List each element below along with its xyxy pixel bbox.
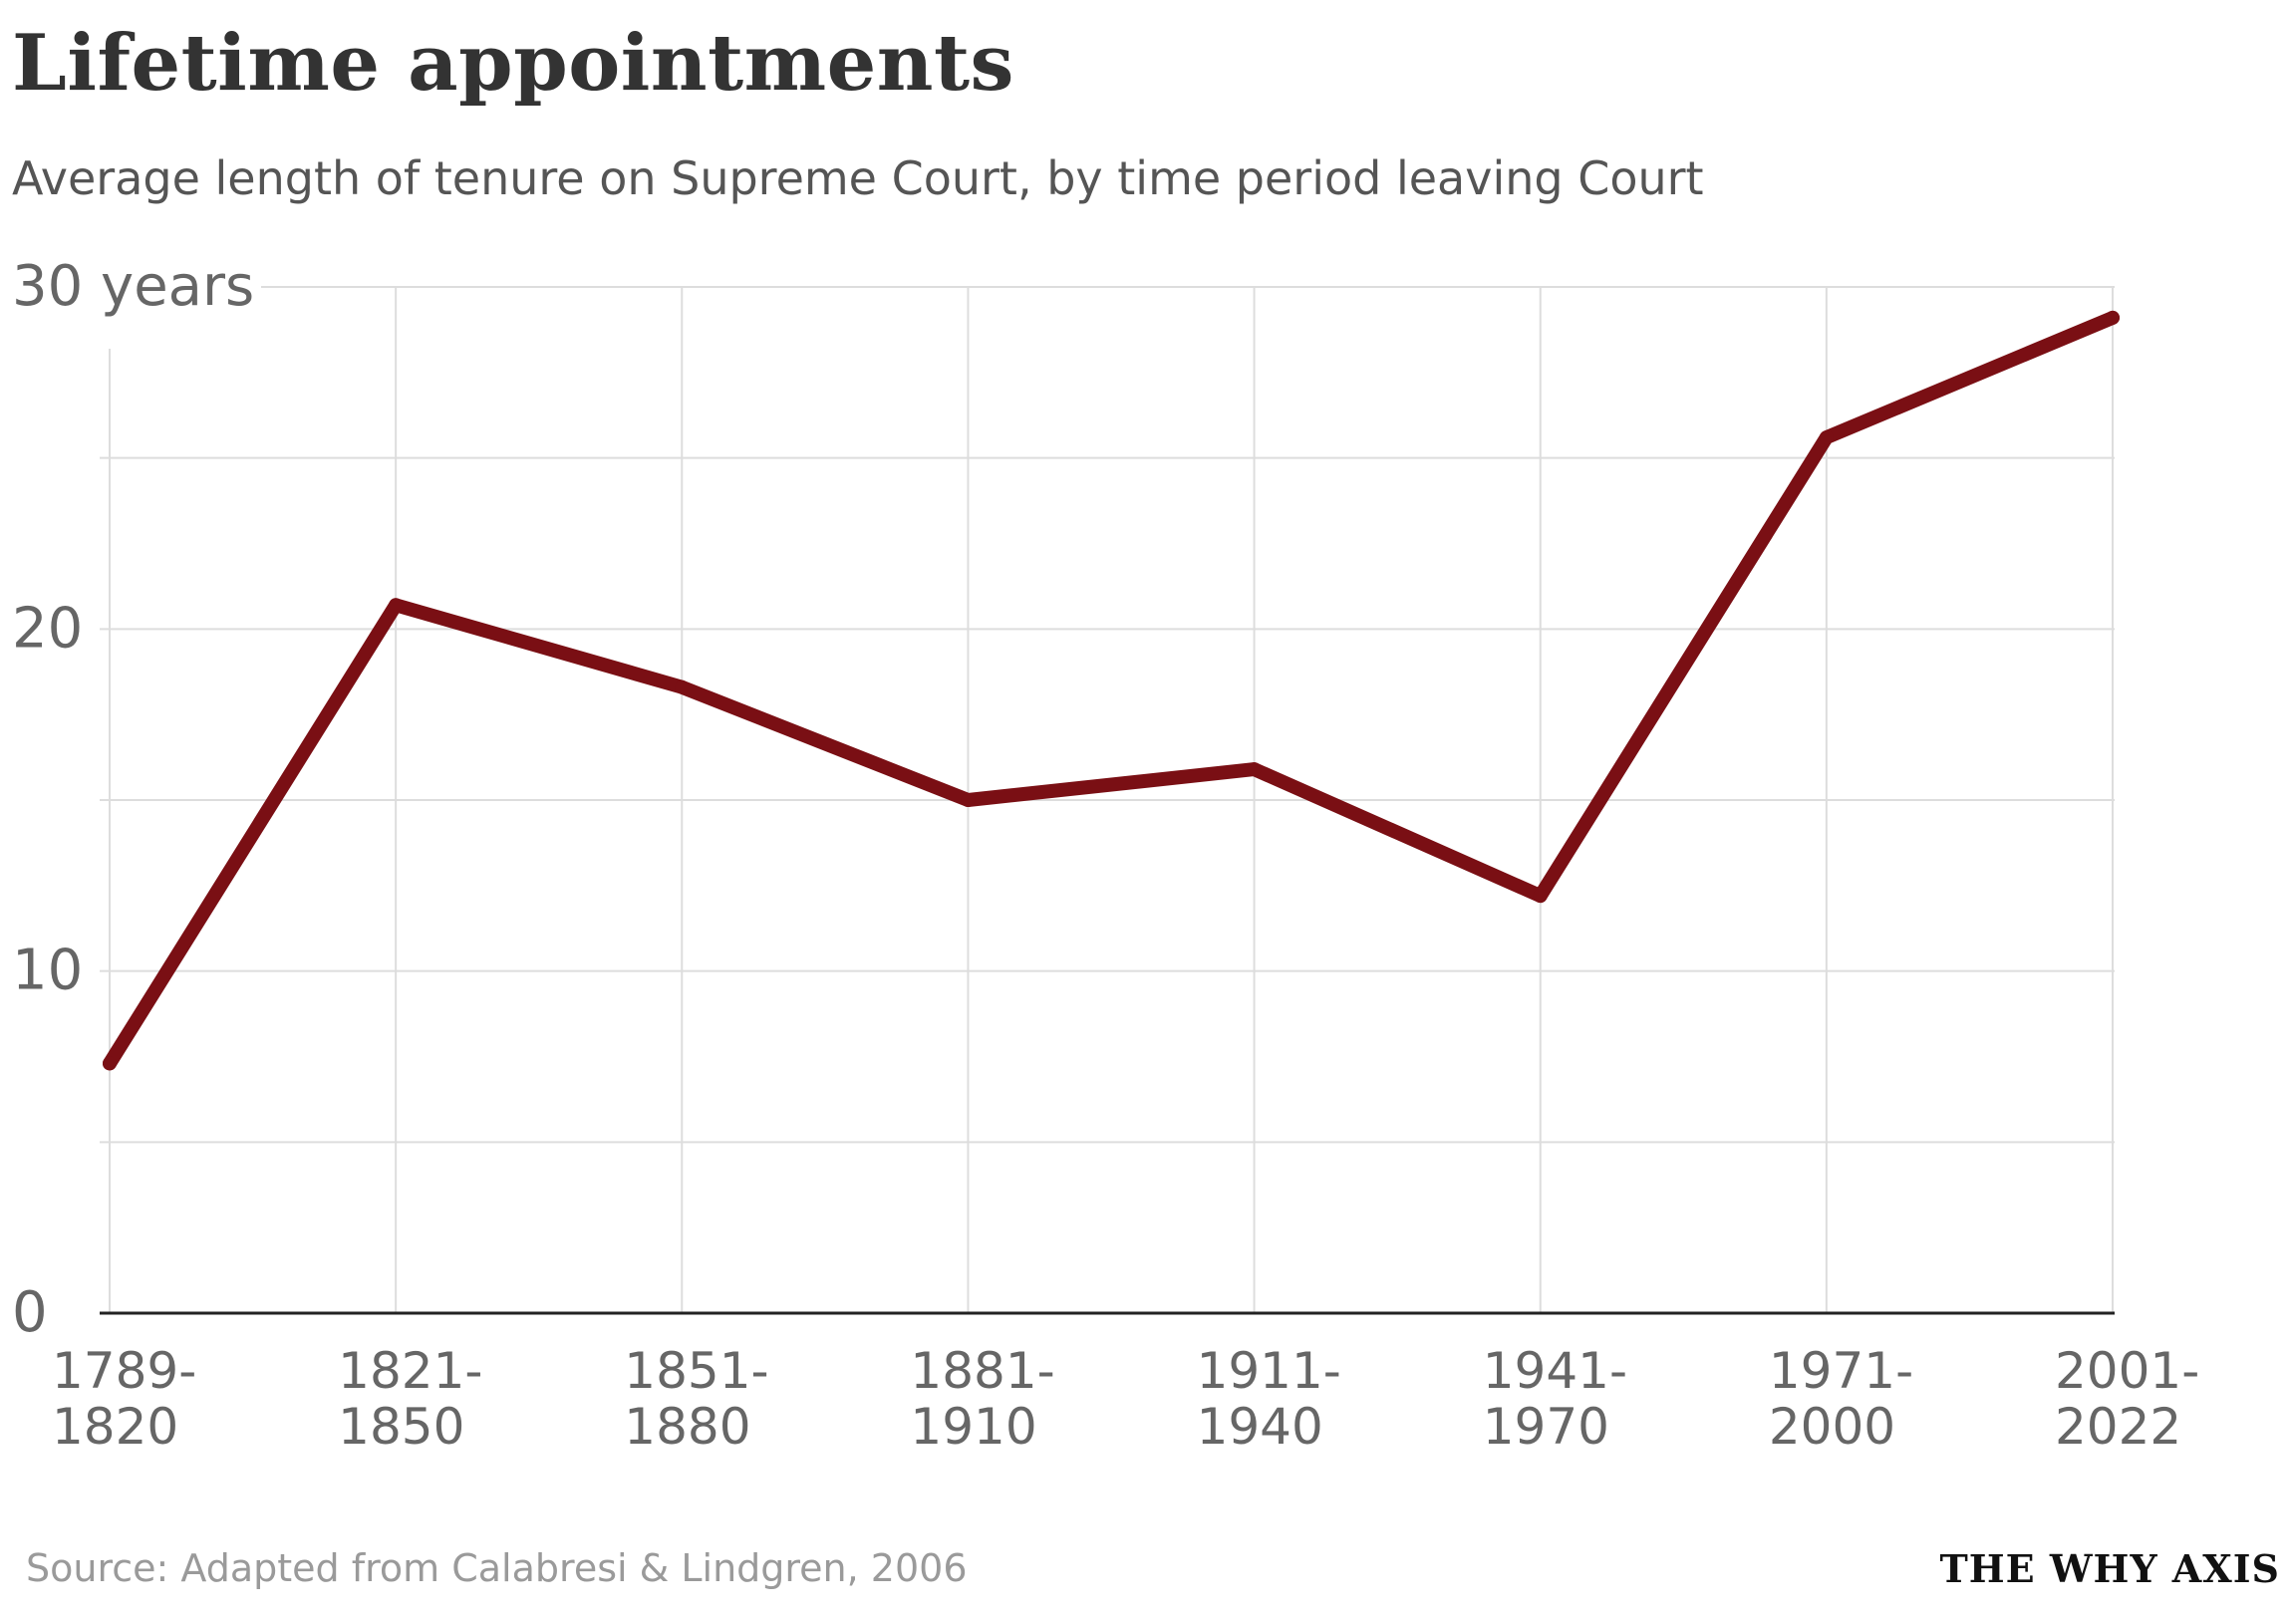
data-point	[1247, 762, 1262, 777]
x-tick-label: 1851-1880	[624, 1342, 768, 1456]
brand-logo: THE WHY AXIS	[1939, 1546, 2280, 1591]
x-tick-label: 1971-2000	[1769, 1342, 1913, 1456]
chart-subtitle: Average length of tenure on Supreme Cour…	[12, 151, 1704, 205]
data-point	[1533, 889, 1548, 904]
x-tick-label: 1941-1970	[1483, 1342, 1627, 1456]
y-tick-label: 20	[12, 596, 83, 661]
source-note: Source: Adapted from Calabresi & Lindgre…	[26, 1546, 968, 1590]
chart-title: Lifetime appointments	[12, 18, 1014, 109]
grid-layer	[100, 286, 2115, 1313]
data-point	[961, 793, 976, 807]
series-layer	[103, 310, 2120, 1071]
x-tick-label: 1911-1940	[1197, 1342, 1341, 1456]
series-line	[103, 310, 2120, 1071]
data-point	[2106, 310, 2120, 325]
x-tick-label: 2001-2022	[2055, 1342, 2199, 1456]
x-tick-label: 1789-1820	[52, 1342, 196, 1456]
y-tick-label: 0	[12, 1280, 48, 1345]
x-tick-label: 1821-1850	[338, 1342, 482, 1456]
x-tick-label: 1881-1910	[910, 1342, 1054, 1456]
y-tick-label: 30 years	[12, 254, 254, 319]
y-tick-label: 10	[12, 939, 83, 1003]
data-point	[103, 1056, 117, 1071]
data-point	[1819, 430, 1834, 445]
data-point	[389, 598, 404, 613]
x-tick-labels: 1789-1820 1821-1850 1851-1880 1881-1910 1911…	[52, 1342, 2199, 1456]
y-tick-labels: 0 10 20 30 years	[12, 254, 254, 1345]
data-point	[675, 679, 690, 694]
